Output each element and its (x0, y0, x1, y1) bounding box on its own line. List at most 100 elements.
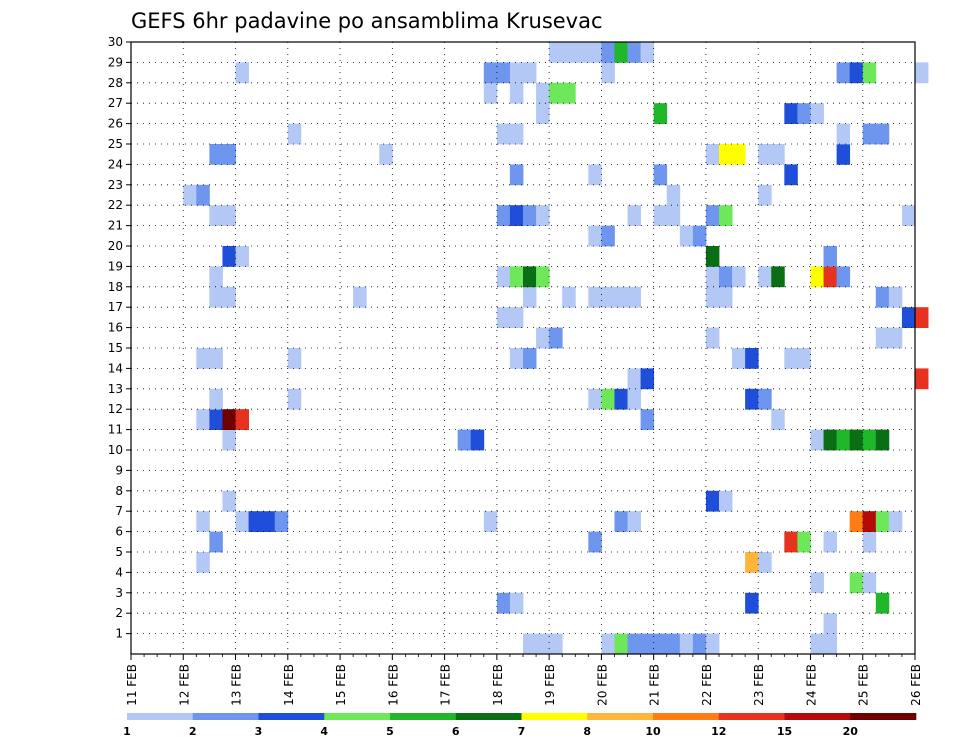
x-tick-label: 12 FEB (177, 664, 191, 706)
heatmap-cell (640, 368, 655, 390)
heatmap-cell (862, 429, 877, 451)
colorbar-segment (653, 713, 720, 720)
heatmap-cell (849, 511, 864, 532)
colorbar-label: 7 (518, 725, 526, 738)
y-axis: 1234567891011121314151617181920212223242… (108, 35, 131, 641)
heatmap-cell (536, 103, 550, 124)
y-tick-label: 3 (115, 586, 123, 600)
heatmap-cell (196, 348, 210, 369)
heatmap-cell (222, 205, 236, 226)
colorbar-label: 1 (123, 725, 131, 738)
heatmap-cell (222, 144, 236, 165)
heatmap-cell (719, 490, 733, 512)
heatmap-cell (627, 368, 641, 390)
heatmap-cell (627, 633, 641, 655)
heatmap-cell (823, 429, 837, 451)
heatmap-cell (483, 511, 498, 532)
heatmap-cell (732, 266, 746, 288)
heatmap-cell (601, 42, 615, 63)
heatmap-cell (797, 103, 811, 124)
heatmap-cell (509, 205, 524, 226)
heatmap-cell (849, 572, 864, 594)
heatmap-cell (523, 348, 537, 369)
x-tick-label: 18 FEB (491, 664, 505, 706)
heatmap-cell (797, 531, 811, 553)
heatmap-cell (719, 205, 733, 226)
heatmap-cell (758, 184, 772, 206)
heatmap-cell (653, 103, 668, 124)
heatmap-cell (836, 123, 851, 145)
grid-lines (131, 41, 915, 654)
heatmap-cell (784, 164, 798, 186)
heatmap-cell (653, 633, 668, 655)
heatmap-cell (758, 388, 772, 410)
heatmap-cell (235, 246, 249, 267)
heatmap-cell (732, 348, 746, 369)
colorbar-label: 10 (645, 725, 661, 738)
y-tick-label: 5 (115, 545, 123, 559)
heatmap-cell (875, 327, 890, 349)
heatmap-cell (823, 246, 837, 267)
colorbar-label: 4 (320, 725, 328, 738)
heatmap-cell (209, 286, 223, 308)
x-tick-label: 26 FEB (909, 664, 923, 706)
y-tick-label: 7 (115, 504, 123, 518)
heatmap-cell (705, 205, 720, 226)
heatmap-cell (614, 42, 628, 63)
heatmap-cell (653, 205, 668, 226)
heatmap-cell (523, 62, 537, 84)
y-tick-label: 6 (115, 525, 123, 539)
colorbar-segment (784, 713, 851, 720)
x-tick-label: 21 FEB (648, 664, 662, 706)
heatmap-cell (666, 205, 681, 226)
y-tick-label: 13 (108, 382, 123, 396)
colorbar-label: 20 (843, 725, 859, 738)
heatmap-cell (523, 205, 537, 226)
heatmap-cell (536, 205, 550, 226)
y-tick-label: 30 (108, 35, 123, 49)
heatmap-cell (836, 429, 851, 451)
heatmap-cell (745, 592, 759, 614)
y-tick-label: 25 (108, 137, 123, 151)
heatmap-cell (705, 246, 720, 267)
heatmap-cell (601, 62, 615, 84)
heatmap-cell (823, 633, 837, 655)
heatmap-cell (222, 286, 236, 308)
y-tick-label: 27 (108, 96, 123, 110)
heatmap-cell (536, 633, 550, 655)
heatmap-cell (536, 327, 550, 349)
x-tick-label: 25 FEB (857, 664, 871, 706)
heatmap-cell (640, 409, 655, 430)
y-tick-label: 9 (115, 463, 123, 477)
heatmap-cell (287, 123, 302, 145)
heatmap-cell (235, 511, 249, 532)
heatmap-cell (509, 164, 524, 186)
chart-title: GEFS 6hr padavine po ansamblima Krusevac (131, 9, 603, 33)
heatmap-cell (222, 409, 236, 430)
heatmap-cell (601, 633, 615, 655)
heatmap-cell (562, 82, 576, 104)
y-tick-label: 14 (108, 361, 123, 375)
heatmap-cell (588, 164, 602, 186)
heatmap-cell (183, 184, 197, 206)
heatmap-cell (719, 144, 733, 165)
colorbar-segment (127, 713, 194, 720)
y-tick-label: 22 (108, 198, 123, 212)
heatmap-cell (915, 307, 929, 328)
heatmap-cell (745, 388, 759, 410)
x-tick-label: 20 FEB (595, 664, 609, 706)
heatmap-cell (509, 592, 524, 614)
x-tick-label: 14 FEB (282, 664, 296, 706)
x-tick-label: 17 FEB (439, 664, 453, 706)
x-tick-label: 11 FEB (125, 664, 139, 706)
heatmap-cell (222, 490, 236, 512)
y-tick-label: 8 (115, 484, 123, 498)
colorbar-label: 3 (255, 725, 263, 738)
heatmap-cell (523, 286, 537, 308)
heatmap-cell (732, 144, 746, 165)
heatmap-cell (771, 409, 785, 430)
heatmap-cell (653, 164, 668, 186)
x-tick-label: 16 FEB (386, 664, 400, 706)
heatmap-cell (287, 348, 302, 369)
